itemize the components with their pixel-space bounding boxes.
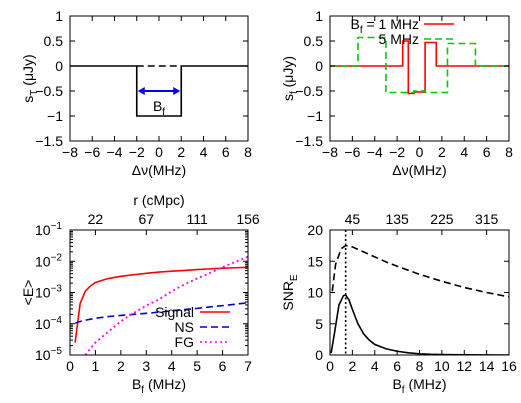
top-axis-label: r (cMpc): [133, 192, 184, 208]
arrow-head-right: [173, 87, 181, 95]
axes-frame-a: [69, 15, 249, 142]
x-axis-label: Δν(MHz): [132, 162, 186, 178]
bandwidth-annotation: Bf: [153, 98, 165, 118]
x-tick-label: 1: [92, 358, 100, 374]
series-line-c-fg: [84, 255, 248, 355]
y-tick-label: −0.5: [295, 83, 323, 99]
axes-frame-c: [69, 229, 249, 356]
x-tick-label: 6: [219, 358, 227, 374]
x-tick-label: 8: [244, 144, 252, 160]
y-tick-label: 0: [315, 58, 323, 74]
x-tick-label: −6: [84, 144, 100, 160]
y-tick-label: 10−3: [35, 284, 62, 301]
series-line-d-1: [330, 294, 509, 355]
legend-label: FG: [175, 334, 194, 350]
x-tick-label: 10: [434, 358, 450, 374]
top-tick-label: 315: [475, 211, 499, 227]
y-tick-label: 0: [55, 58, 63, 74]
series-line-d-0: [331, 244, 509, 298]
x-tick-label: −8: [322, 144, 338, 160]
y-axis-label: SNRE: [280, 274, 300, 311]
y-tick-label: −1.5: [295, 133, 323, 149]
x-tick-label: 8: [416, 358, 424, 374]
y-tick-label: 10−1: [35, 221, 62, 238]
y-tick-label: 1: [315, 8, 323, 24]
x-axis-label: Bf (MHz): [132, 376, 186, 396]
y-tick-label: −1.5: [35, 133, 63, 149]
series-line-b-b-f-1-mhz: [330, 40, 509, 95]
x-axis-label: Δν(MHz): [392, 162, 446, 178]
arrow-head-left: [137, 87, 145, 95]
y-axis-label: <E>: [20, 280, 36, 306]
y-tick-label: −0.5: [35, 83, 63, 99]
top-tick-label: 135: [385, 211, 409, 227]
y-tick-label: 0.5: [44, 33, 64, 49]
x-tick-label: 0: [155, 144, 163, 160]
y-tick-label: 10−2: [35, 252, 62, 269]
x-tick-label: 4: [460, 144, 468, 160]
y-axis-label: sT (μJy): [20, 54, 40, 102]
top-tick-label: 225: [430, 211, 454, 227]
x-tick-label: 0: [416, 144, 424, 160]
x-tick-label: 6: [393, 358, 401, 374]
y-axis-label: sf (μJy): [280, 56, 300, 101]
x-tick-label: −2: [389, 144, 405, 160]
x-tick-label: −6: [344, 144, 360, 160]
series-line-a-0: [70, 65, 248, 117]
y-tick-label: 10−5: [35, 346, 62, 363]
x-tick-label: 12: [456, 358, 472, 374]
x-tick-label: −4: [107, 144, 123, 160]
legend-label: Signal: [155, 304, 194, 320]
x-tick-label: 4: [168, 358, 176, 374]
top-tick-label: 45: [345, 211, 361, 227]
x-tick-label: 5: [193, 358, 201, 374]
x-tick-label: 2: [438, 144, 446, 160]
x-tick-label: −4: [367, 144, 383, 160]
x-tick-label: 4: [200, 144, 208, 160]
y-tick-label: 10−4: [35, 315, 62, 332]
x-tick-label: 2: [348, 358, 356, 374]
y-tick-label: −1: [307, 108, 323, 124]
y-tick-label: 0.5: [304, 33, 324, 49]
x-tick-label: 4: [371, 358, 379, 374]
x-tick-label: 16: [501, 358, 517, 374]
y-tick-label: 0: [315, 347, 323, 363]
legend-label: 5 MHz: [379, 31, 419, 47]
series-line-c-ns: [74, 301, 248, 324]
x-tick-label: 8: [505, 144, 513, 160]
x-tick-label: −8: [62, 144, 78, 160]
y-tick-label: −1: [47, 108, 63, 124]
x-axis-label: Bf (MHz): [392, 376, 446, 396]
series-line-b-5-mhz: [330, 36, 509, 94]
y-tick-label: 5: [315, 316, 323, 332]
y-tick-label: 20: [307, 222, 323, 238]
x-tick-label: 0: [326, 358, 334, 374]
y-tick-label: 15: [307, 253, 323, 269]
x-tick-label: 6: [222, 144, 230, 160]
x-tick-label: 6: [483, 144, 491, 160]
series-line-c-signal: [74, 266, 248, 343]
x-tick-label: 2: [177, 144, 185, 160]
legend-label: NS: [175, 319, 194, 335]
top-tick-label: 156: [236, 211, 260, 227]
x-tick-label: 7: [244, 358, 252, 374]
legend-label: Bf = 1 MHz: [350, 16, 419, 36]
x-tick-label: 3: [142, 358, 150, 374]
x-tick-label: −2: [129, 144, 145, 160]
y-tick-label: 1: [55, 8, 63, 24]
axes-frame-b: [329, 15, 510, 142]
top-tick-label: 111: [187, 211, 208, 227]
x-tick-label: 0: [66, 358, 74, 374]
x-tick-label: 2: [117, 358, 125, 374]
top-tick-label: 67: [138, 211, 154, 227]
y-tick-label: 10: [307, 285, 323, 301]
top-tick-label: 22: [88, 211, 104, 227]
x-tick-label: 14: [479, 358, 495, 374]
